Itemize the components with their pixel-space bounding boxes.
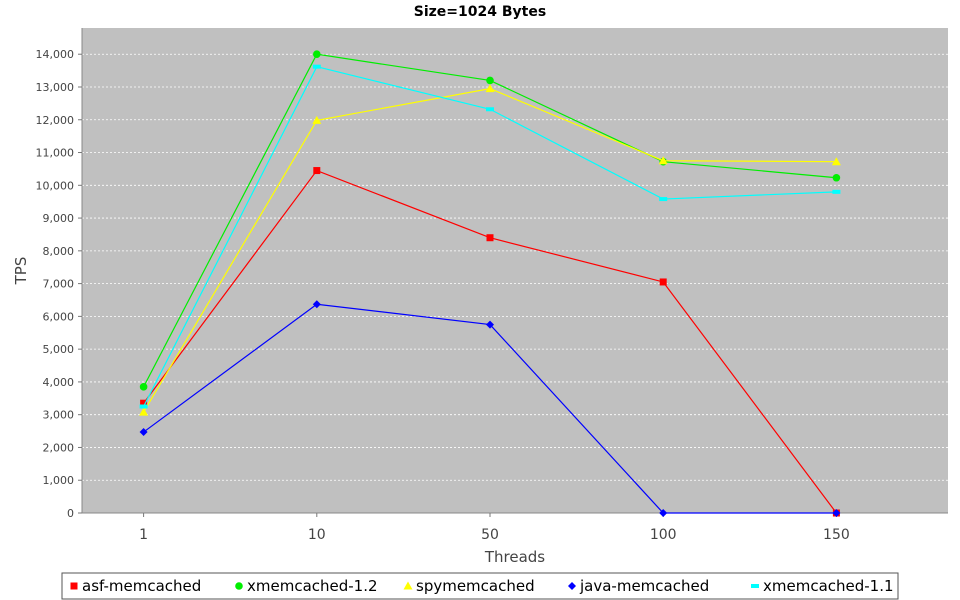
chart-title: Size=1024 Bytes [414,4,546,20]
x-tick-label: 100 [650,527,677,543]
y-tick-label: 6,000 [43,310,75,323]
legend-item: xmemcached-1.2 [235,577,378,595]
data-point [831,157,841,166]
y-tick-label: 0 [67,507,74,520]
legend-marker [403,581,413,590]
data-point [486,320,494,329]
data-point [486,107,494,112]
data-point [485,84,495,93]
data-point [312,115,322,124]
y-tick-label: 11,000 [36,147,75,160]
x-tick-label: 1 [139,527,148,543]
data-point [832,509,841,517]
data-point [139,428,148,437]
data-point [486,234,494,242]
x-tick-label: 10 [308,527,326,543]
x-axis-label: Threads [484,548,545,566]
data-point [140,399,148,407]
legend-label: xmemcached-1.2 [247,577,378,595]
legend-label: asf-memcached [82,577,201,595]
legend-item: xmemcached-1.1 [751,577,894,595]
y-tick-label: 2,000 [43,441,75,454]
legend-item: spymemcached [403,577,535,595]
y-tick-label: 4,000 [43,376,75,389]
legend-marker [235,582,243,590]
legend-item: java-memcached [568,577,709,595]
data-point [139,404,148,409]
legend-marker [70,582,78,590]
y-tick-label: 1,000 [43,474,75,487]
x-tick-label: 150 [823,527,850,543]
grid-lines [82,53,948,481]
legend-label: java-memcached [579,577,709,595]
y-tick-label: 8,000 [43,245,75,258]
y-axis-ticks: 0 1,000 2,000 3,000 4,000 5,000 6,000 7,000 8,00… [36,48,82,520]
y-tick-label: 10,000 [36,179,75,192]
y-tick-label: 12,000 [36,114,75,127]
data-point [659,278,667,286]
y-tick-label: 7,000 [43,278,75,291]
legend-marker [751,584,759,588]
y-axis-label: TPS [12,257,30,286]
x-tick-label: 50 [481,527,499,543]
data-point [832,189,841,194]
y-tick-label: 14,000 [36,48,75,61]
data-point [832,173,841,182]
series-spymemcached [139,84,841,416]
data-point [486,76,494,85]
series-xmemcached-1.1 [139,64,841,409]
y-tick-label: 3,000 [43,409,75,422]
data-point [139,407,149,416]
legend-item: asf-memcached [70,577,201,595]
y-tick-label: 13,000 [36,81,75,94]
legend-label: spymemcached [416,577,535,595]
data-point [312,64,321,69]
y-tick-label: 9,000 [43,212,75,225]
data-point [139,383,148,391]
series-lines [139,50,841,517]
legend: asf-memcached xmemcached-1.2 spymemcached j… [61,572,899,600]
data-point [658,156,668,165]
plot-area [82,28,948,513]
data-point [313,167,321,175]
legend-marker [568,582,576,590]
data-point [659,197,668,202]
legend-label: xmemcached-1.1 [763,577,894,595]
data-point [659,509,668,517]
data-point [313,50,321,59]
x-axis-ticks: 1 10 50 100 150 [139,513,850,543]
y-tick-label: 5,000 [43,343,75,356]
series-java-memcached [139,300,841,517]
data-point [312,300,321,309]
